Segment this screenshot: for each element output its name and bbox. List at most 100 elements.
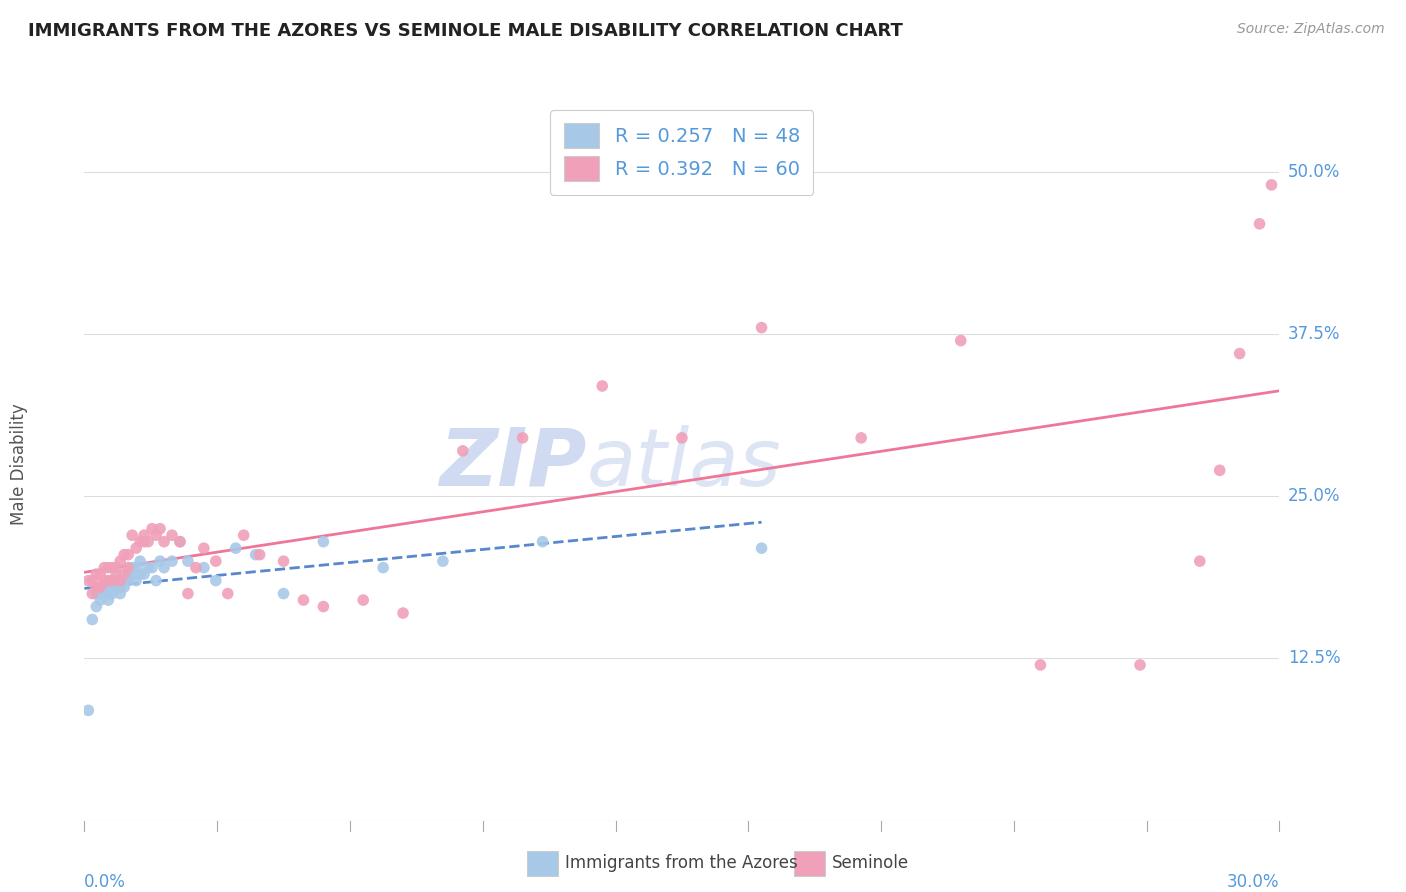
Point [121,528,143,542]
Point [273,554,295,568]
Point [249,548,271,562]
Point [671,431,693,445]
Point [129,567,152,582]
Point [1229,346,1251,360]
Point [205,554,228,568]
Point [273,586,295,600]
Text: 30.0%: 30.0% [1227,872,1279,890]
Text: Source: ZipAtlas.com: Source: ZipAtlas.com [1237,22,1385,37]
Point [1208,463,1230,477]
Point [141,522,163,536]
Point [77,703,100,717]
Point [1260,178,1282,192]
Point [352,593,374,607]
Point [93,574,115,588]
Point [392,606,415,620]
Point [169,534,191,549]
Text: atlas: atlas [586,425,782,503]
Point [132,528,156,542]
Point [89,586,111,600]
Point [136,534,159,549]
Text: 50.0%: 50.0% [1288,163,1340,181]
Point [145,574,167,588]
Point [177,554,200,568]
Text: ZIP: ZIP [439,425,586,503]
Point [97,593,120,607]
Point [86,586,108,600]
Point [112,580,135,594]
Point [117,560,139,574]
Point [82,586,104,600]
Point [149,522,172,536]
Point [110,580,132,594]
Point [117,567,139,582]
Text: 12.5%: 12.5% [1288,649,1340,667]
Point [121,560,143,574]
Point [949,334,972,348]
Point [89,567,111,582]
Point [136,560,159,574]
Point [86,567,108,582]
Point [132,534,156,549]
Point [1129,657,1152,672]
Point [93,580,115,594]
Point [105,560,128,574]
Point [312,534,335,549]
Point [1249,217,1271,231]
Point [149,554,172,568]
Point [129,534,152,549]
Point [89,593,111,607]
Point [591,379,613,393]
Point [132,567,156,582]
Point [193,560,215,574]
Point [125,574,148,588]
Point [101,574,124,588]
Point [193,541,215,556]
Text: Immigrants from the Azores: Immigrants from the Azores [565,855,799,872]
Text: 25.0%: 25.0% [1288,487,1340,505]
Point [86,580,108,594]
Point [89,580,111,594]
Point [451,443,474,458]
Point [86,599,108,614]
Point [1029,657,1052,672]
Point [97,560,120,574]
Point [117,574,139,588]
Point [129,554,152,568]
Point [531,534,554,549]
Point [93,560,115,574]
Point [77,574,100,588]
Point [101,586,124,600]
Text: Male Disability: Male Disability [10,403,28,524]
Point [97,574,120,588]
Point [125,541,148,556]
Point [105,580,128,594]
Point [93,586,115,600]
Point [105,574,128,588]
Point [1188,554,1211,568]
Point [217,586,239,600]
Point [97,586,120,600]
Point [205,574,228,588]
Point [169,534,191,549]
Text: Seminole: Seminole [832,855,910,872]
Point [112,548,135,562]
Point [93,574,115,588]
Point [110,586,132,600]
Point [145,528,167,542]
Point [121,567,143,582]
Text: IMMIGRANTS FROM THE AZORES VS SEMINOLE MALE DISABILITY CORRELATION CHART: IMMIGRANTS FROM THE AZORES VS SEMINOLE M… [28,22,903,40]
Point [82,574,104,588]
Point [101,574,124,588]
Point [160,528,183,542]
Point [292,593,315,607]
Point [232,528,254,542]
Point [177,586,200,600]
Point [110,554,132,568]
Point [153,560,176,574]
Point [371,560,394,574]
Point [117,548,139,562]
Point [751,320,773,334]
Text: 37.5%: 37.5% [1288,325,1340,343]
Point [751,541,773,556]
